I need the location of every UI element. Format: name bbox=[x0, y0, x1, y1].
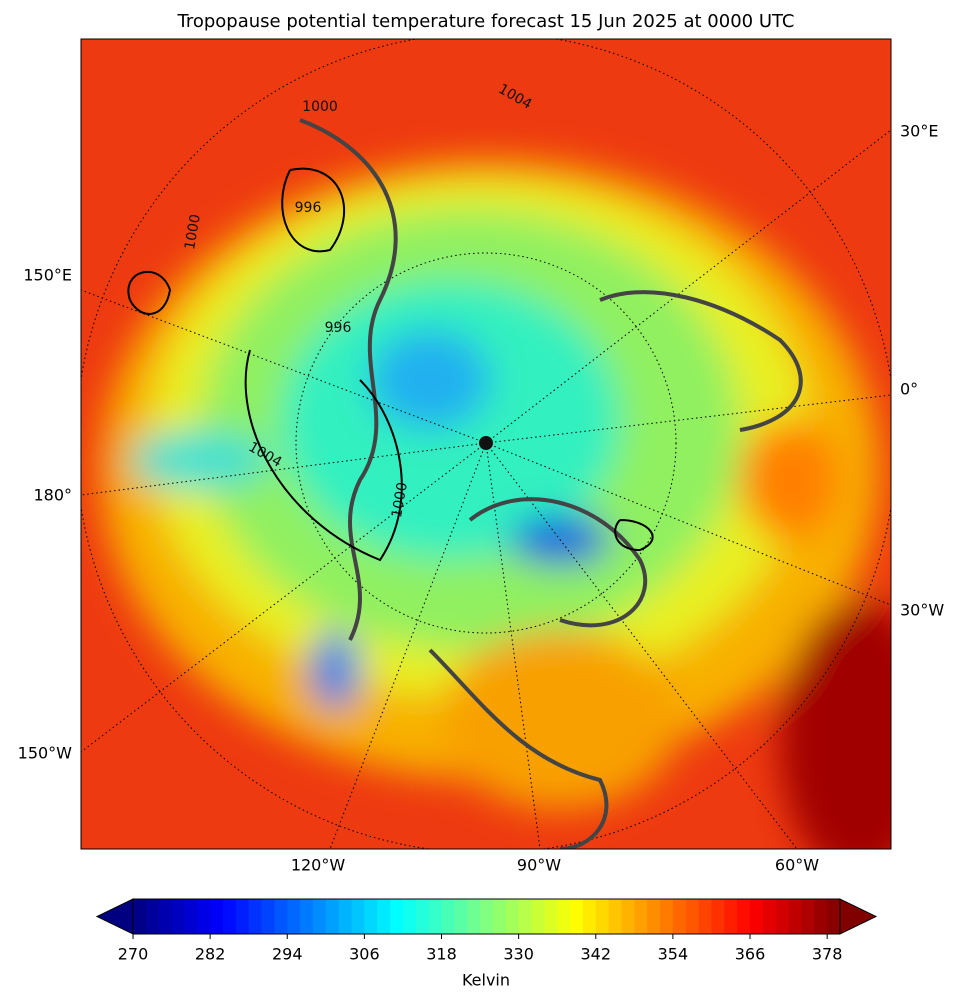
colorbar-segment bbox=[608, 899, 622, 934]
colorbar-segment bbox=[801, 899, 815, 934]
colorbar-frame bbox=[132, 898, 841, 935]
colorbar-segment bbox=[171, 899, 185, 934]
colorbar-segment bbox=[492, 899, 507, 934]
colorbar-segment bbox=[415, 899, 430, 934]
colorbar-tick-label: 270 bbox=[118, 945, 149, 964]
colorbar-tick-label: 282 bbox=[195, 945, 226, 964]
colorbar-segment bbox=[402, 899, 417, 934]
colorbar-segment bbox=[621, 899, 635, 934]
lon-label: 30°W bbox=[900, 601, 944, 620]
colorbar-segment bbox=[351, 899, 365, 934]
colorbar-segment bbox=[737, 899, 751, 934]
colorbar: 270 282 294 306 318 330 342 354 366 378 bbox=[95, 898, 878, 964]
colorbar-segment bbox=[750, 899, 764, 934]
colorbar-segment bbox=[660, 899, 674, 934]
colorbar-segment bbox=[762, 899, 777, 934]
colorbar-tick-label: 318 bbox=[426, 945, 457, 964]
colorbar-segment bbox=[158, 899, 173, 934]
colorbar-segment bbox=[325, 899, 340, 934]
colorbar-tick-label: 342 bbox=[580, 945, 611, 964]
colorbar-segment bbox=[647, 899, 661, 934]
colorbar-segment bbox=[557, 899, 571, 934]
colorbar-segment bbox=[711, 899, 725, 934]
lon-label: 180° bbox=[33, 486, 72, 505]
map-frame bbox=[80, 38, 892, 850]
colorbar-segment bbox=[390, 899, 404, 934]
colorbar-segment bbox=[248, 899, 263, 934]
colorbar-segment bbox=[467, 899, 481, 934]
colorbar-segment bbox=[184, 899, 198, 934]
colorbar-segment bbox=[222, 899, 237, 934]
colorbar-extend-high bbox=[839, 898, 878, 935]
colorbar-extend-low bbox=[95, 898, 134, 935]
colorbar-label: Kelvin bbox=[462, 971, 510, 990]
colorbar-segment bbox=[454, 899, 468, 934]
colorbar-segment bbox=[133, 899, 147, 934]
lon-label: 150°W bbox=[18, 744, 73, 763]
colorbar-segment bbox=[210, 899, 224, 934]
colorbar-segment bbox=[595, 899, 610, 934]
colorbar-segment bbox=[312, 899, 327, 934]
colorbar-segment bbox=[261, 899, 275, 934]
colorbar-segment bbox=[441, 899, 455, 934]
contour-label: 1000 bbox=[182, 213, 204, 251]
colorbar-segment bbox=[145, 899, 160, 934]
colorbar-segment bbox=[570, 899, 584, 934]
colorbar-segment bbox=[531, 899, 545, 934]
colorbar-segment bbox=[634, 899, 648, 934]
colorbar-segment bbox=[480, 899, 494, 934]
lon-label: 30°E bbox=[900, 122, 938, 141]
colorbar-segment bbox=[698, 899, 712, 934]
contour-label: 996 bbox=[295, 200, 322, 216]
colorbar-segment bbox=[287, 899, 301, 934]
colorbar-tick-label: 354 bbox=[658, 945, 689, 964]
colorbar-segment bbox=[505, 899, 520, 934]
colorbar-segment bbox=[544, 899, 558, 934]
colorbar-segment bbox=[300, 899, 314, 934]
colorbar-tick-label: 378 bbox=[812, 945, 843, 964]
lon-label: 0° bbox=[900, 380, 918, 399]
colorbar-segment bbox=[364, 899, 378, 934]
colorbar-tick-label: 330 bbox=[503, 945, 534, 964]
colorbar-segment bbox=[274, 899, 288, 934]
colorbar-segment bbox=[685, 899, 700, 934]
lon-label: 120°W bbox=[291, 856, 346, 875]
title: Tropopause potential temperature forecas… bbox=[176, 11, 794, 32]
colorbar-segment bbox=[672, 899, 687, 934]
lon-label: 60°W bbox=[775, 856, 819, 875]
colorbar-tick-label: 306 bbox=[349, 945, 380, 964]
contour-label: 1000 bbox=[389, 481, 411, 519]
colorbar-segment bbox=[235, 899, 250, 934]
colorbar-segment bbox=[428, 899, 443, 934]
colorbar-segment bbox=[338, 899, 353, 934]
contour-label: 996 bbox=[325, 320, 352, 336]
colorbar-tick-label: 366 bbox=[735, 945, 766, 964]
colorbar-segment bbox=[788, 899, 802, 934]
colorbar-tick-label: 294 bbox=[272, 945, 303, 964]
map bbox=[81, 39, 891, 849]
lon-label: 150°E bbox=[23, 266, 72, 285]
contour-label: 1000 bbox=[302, 99, 338, 115]
colorbar-segment bbox=[197, 899, 211, 934]
lon-label: 90°W bbox=[517, 856, 561, 875]
colorbar-segment bbox=[775, 899, 790, 934]
colorbar-segment bbox=[827, 899, 841, 934]
colorbar-segment bbox=[582, 899, 597, 934]
colorbar-segment bbox=[518, 899, 532, 934]
colorbar-segment bbox=[724, 899, 738, 934]
colorbar-segment bbox=[814, 899, 828, 934]
colorbar-segment bbox=[377, 899, 391, 934]
